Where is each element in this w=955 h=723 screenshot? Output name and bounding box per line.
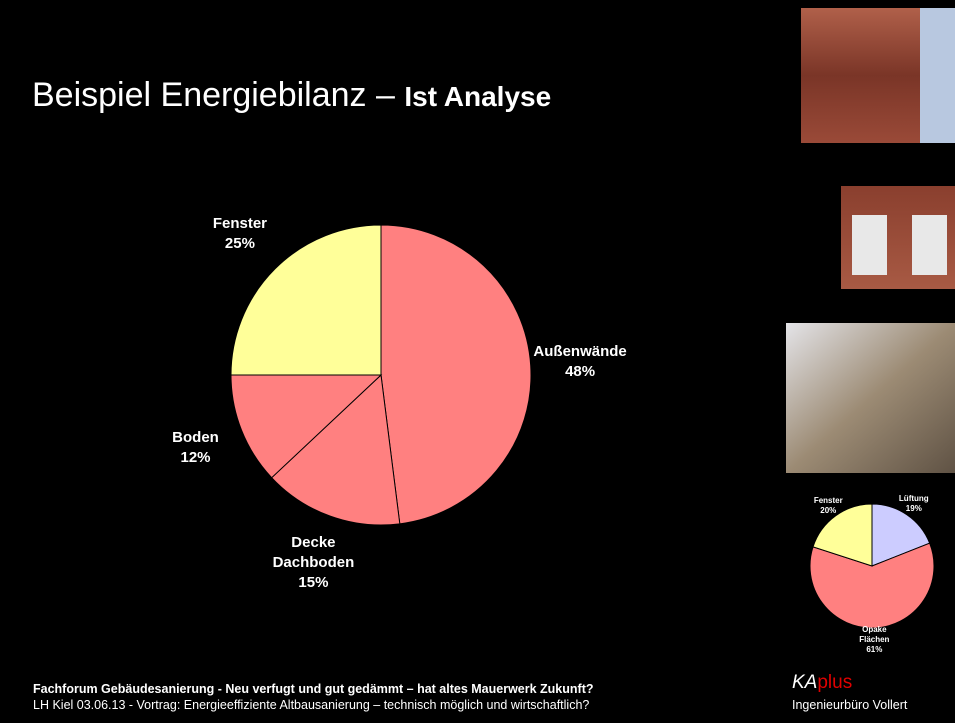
photo-window	[912, 215, 947, 275]
category-label: Lüftung	[896, 494, 932, 504]
logo-plus: plus	[817, 672, 852, 693]
value-label: 61%	[856, 645, 892, 655]
logo: KAplus	[792, 672, 852, 694]
value-label: 19%	[896, 504, 932, 514]
category-label: Opake Flächen	[856, 625, 892, 645]
photo-floor	[786, 323, 955, 473]
value-label: 25%	[185, 234, 295, 254]
photo-window	[852, 215, 887, 275]
footer-line: LH Kiel 03.06.13 - Vortrag: Energieeffiz…	[33, 697, 594, 713]
slide-title: Beispiel Energiebilanz – Ist Analyse	[32, 76, 551, 115]
photo-sky	[920, 8, 955, 143]
logo-ka: KA	[792, 672, 817, 693]
category-label: Fenster	[810, 496, 846, 506]
category-label: Außenwände	[525, 342, 635, 362]
title-bold: Ist Analyse	[404, 81, 551, 112]
pie-slice	[381, 225, 531, 524]
footer: Fachforum Gebäudesanierung - Neu verfugt…	[33, 681, 594, 713]
slide: Beispiel Energiebilanz – Ist Analyse Fac…	[0, 0, 955, 723]
footer-line: Fachforum Gebäudesanierung - Neu verfugt…	[33, 681, 594, 697]
logo-company: Ingenieurbüro Vollert	[792, 698, 907, 712]
title-text: Beispiel Energiebilanz –	[32, 76, 395, 114]
value-label: 15%	[258, 573, 368, 593]
category-label: Fenster	[185, 214, 295, 234]
category-label: Decke Dachboden	[258, 533, 368, 573]
value-label: 20%	[810, 506, 846, 516]
value-label: 12%	[141, 448, 251, 468]
category-label: Boden	[141, 428, 251, 448]
value-label: 48%	[525, 362, 635, 382]
